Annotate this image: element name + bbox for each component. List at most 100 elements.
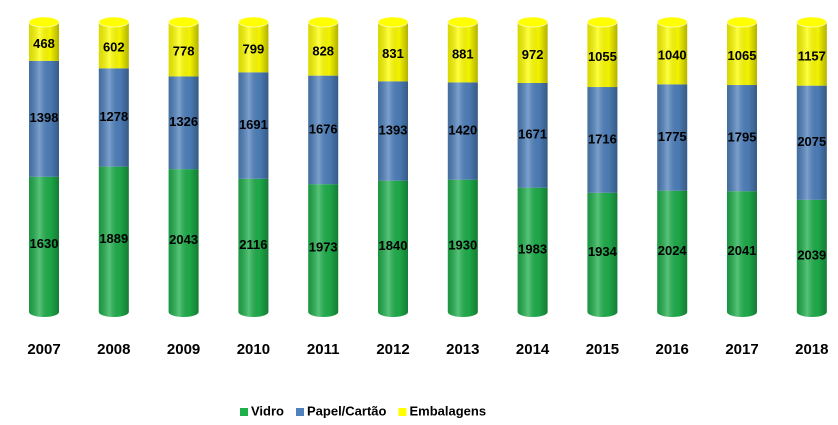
cylinder-top xyxy=(377,16,409,28)
shade xyxy=(378,22,408,82)
data-label: 1040 xyxy=(658,48,687,63)
legend-swatch xyxy=(240,408,248,416)
data-label: 1934 xyxy=(588,244,618,259)
cylinder-top xyxy=(447,16,479,28)
legend-label: Vidro xyxy=(251,403,284,418)
cylinder-top xyxy=(726,16,758,28)
shade xyxy=(378,81,408,181)
shade xyxy=(796,199,827,312)
cylinder-top xyxy=(656,16,688,28)
data-label: 1983 xyxy=(518,241,547,256)
shade xyxy=(587,87,618,193)
shade xyxy=(796,22,827,86)
cylinder-top xyxy=(28,16,60,28)
data-label: 778 xyxy=(173,44,195,59)
data-label: 1691 xyxy=(239,117,268,132)
legend-label: Embalagens xyxy=(409,403,486,418)
data-label: 1973 xyxy=(309,240,338,255)
x-tick-label: 2011 xyxy=(307,341,340,358)
shade xyxy=(657,84,688,191)
x-tick-label: 2007 xyxy=(27,341,60,358)
shade xyxy=(29,60,59,177)
shade xyxy=(29,176,59,312)
data-label: 1840 xyxy=(379,238,408,253)
x-tick-label: 2018 xyxy=(795,341,828,358)
shade xyxy=(447,82,478,180)
data-label: 1055 xyxy=(588,49,617,64)
x-tick-label: 2015 xyxy=(586,341,619,358)
legend-label: Papel/Cartão xyxy=(307,403,387,418)
shade xyxy=(238,22,269,73)
data-label: 1671 xyxy=(518,127,547,142)
shade xyxy=(657,22,688,85)
x-tick-label: 2010 xyxy=(237,341,270,358)
shade xyxy=(98,166,129,312)
shade xyxy=(447,179,478,312)
data-label: 1775 xyxy=(658,129,687,144)
data-label: 602 xyxy=(103,40,125,55)
x-tick-label: 2012 xyxy=(376,341,409,358)
shade xyxy=(727,191,757,312)
data-label: 1930 xyxy=(448,237,477,252)
data-label: 468 xyxy=(33,36,55,51)
shade xyxy=(29,22,59,61)
shade xyxy=(447,22,478,83)
legend-swatch xyxy=(398,408,407,416)
shade xyxy=(308,184,339,312)
cylinder-top xyxy=(586,16,618,28)
shade xyxy=(657,190,688,312)
data-label: 1795 xyxy=(728,130,757,145)
shade xyxy=(587,22,618,88)
shade xyxy=(168,169,199,312)
data-label: 2075 xyxy=(797,134,826,149)
data-label: 2024 xyxy=(658,243,688,258)
shade xyxy=(517,187,548,312)
data-label: 1065 xyxy=(728,48,757,63)
shade xyxy=(168,22,199,77)
shade xyxy=(796,85,827,200)
legend-swatch xyxy=(296,408,304,416)
data-label: 1157 xyxy=(798,48,826,63)
data-label: 2043 xyxy=(169,232,198,247)
x-tick-label: 2016 xyxy=(656,341,689,358)
data-label: 1630 xyxy=(30,236,59,251)
shade xyxy=(98,22,129,69)
shade xyxy=(587,192,618,312)
data-label: 2039 xyxy=(797,247,826,262)
data-label: 2041 xyxy=(728,243,757,258)
shade xyxy=(308,75,339,185)
data-label: 1326 xyxy=(169,114,198,129)
data-label: 2116 xyxy=(239,237,267,252)
shade xyxy=(238,178,269,312)
cylinder-top xyxy=(98,16,130,28)
shade xyxy=(517,82,548,188)
data-label: 831 xyxy=(382,46,404,61)
x-tick-label: 2013 xyxy=(446,341,479,358)
shade xyxy=(378,180,408,312)
shade xyxy=(98,68,129,167)
data-label: 972 xyxy=(522,47,544,62)
data-label: 1398 xyxy=(30,110,59,125)
shade xyxy=(727,22,757,86)
shade xyxy=(727,85,757,192)
data-label: 1716 xyxy=(588,131,617,146)
data-label: 1420 xyxy=(448,122,477,137)
data-label: 1278 xyxy=(99,109,128,124)
x-tick-label: 2008 xyxy=(97,341,130,358)
cylinder-top xyxy=(517,16,549,28)
x-tick-label: 2009 xyxy=(167,341,200,358)
cylinder-top xyxy=(168,16,200,28)
cylinder-top xyxy=(237,16,269,28)
cylinder-top xyxy=(307,16,339,28)
data-label: 828 xyxy=(312,43,334,58)
shade xyxy=(517,22,548,83)
data-label: 881 xyxy=(452,47,474,62)
data-label: 1676 xyxy=(309,121,338,136)
data-label: 1393 xyxy=(379,122,408,137)
shade xyxy=(168,76,199,170)
x-tick-label: 2017 xyxy=(725,341,758,358)
data-label: 799 xyxy=(243,42,265,57)
x-tick-label: 2014 xyxy=(516,341,550,358)
shade xyxy=(308,22,339,76)
